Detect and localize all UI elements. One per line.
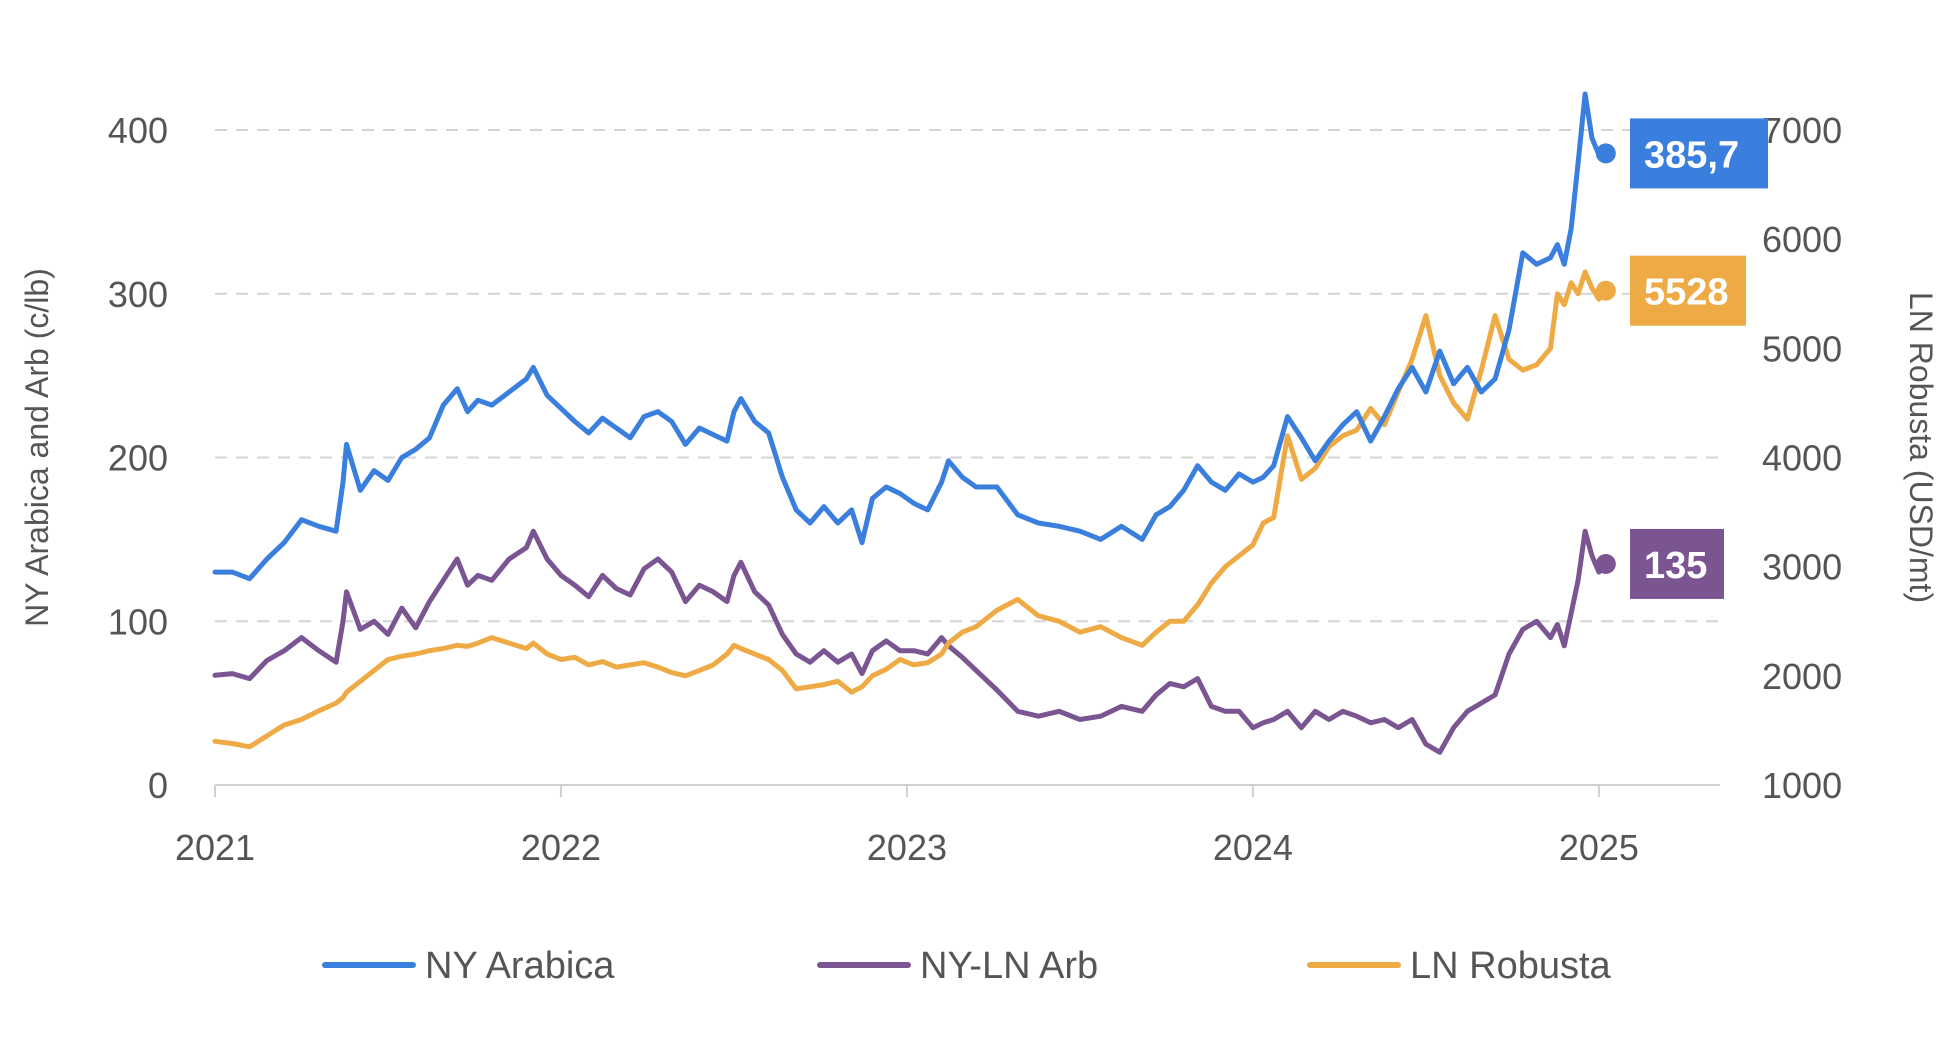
series-lines [212,91,1609,755]
left-y-tick-label: 200 [108,438,168,479]
x-axis-ticks: 2021 2022 2023 2024 2025 [175,785,1639,868]
series-line-ny-ln-arb [212,528,1609,755]
right-y-tick-label: 3000 [1762,547,1842,588]
legend-label: NY-LN Arb [920,945,1098,987]
right-y-axis-ticks: 1000 2000 3000 4000 5000 6000 7000 [1762,110,1842,806]
right-y-tick-label: 7000 [1762,110,1842,151]
left-y-tick-label: 400 [108,110,168,151]
right-y-tick-label: 1000 [1762,765,1842,806]
legend: NY Arabica NY-LN Arb LN Robusta [322,945,1612,987]
end-value-label: 5528 [1644,272,1729,314]
series-line-ny-arabica [212,91,1609,582]
x-tick-label: 2024 [1213,827,1293,868]
legend-label: LN Robusta [1410,945,1612,987]
left-y-tick-label: 100 [108,601,168,642]
end-point-marker [1595,280,1616,301]
end-point-marker [1595,553,1616,574]
x-tick-label: 2021 [175,827,255,868]
end-value-label: 135 [1644,545,1707,587]
right-y-tick-label: 2000 [1762,656,1842,697]
legend-label: NY Arabica [425,945,615,987]
end-value-badge [1630,118,1768,189]
left-y-tick-label: 300 [108,274,168,315]
series-line-ln-robusta [212,269,1609,750]
right-y-tick-label: 5000 [1762,328,1842,369]
x-tick-label: 2023 [867,827,947,868]
x-tick-label: 2022 [521,827,601,868]
end-value-badge [1630,255,1746,326]
left-y-axis-ticks: 0 100 200 300 400 [108,110,168,806]
end-value-labels: 385,7 135 5528 [1595,118,1768,599]
right-y-axis-title: LN Robusta (USD/mt) [1903,292,1939,603]
right-y-tick-label: 6000 [1762,219,1842,260]
x-tick-label: 2025 [1559,827,1639,868]
end-value-label: 385,7 [1644,134,1739,176]
end-point-marker [1595,143,1616,164]
left-y-axis-title: NY Arabica and Arb (c/lb) [19,268,55,627]
end-value-badge [1630,528,1724,599]
right-y-tick-label: 4000 [1762,438,1842,479]
left-y-tick-label: 0 [148,765,168,806]
